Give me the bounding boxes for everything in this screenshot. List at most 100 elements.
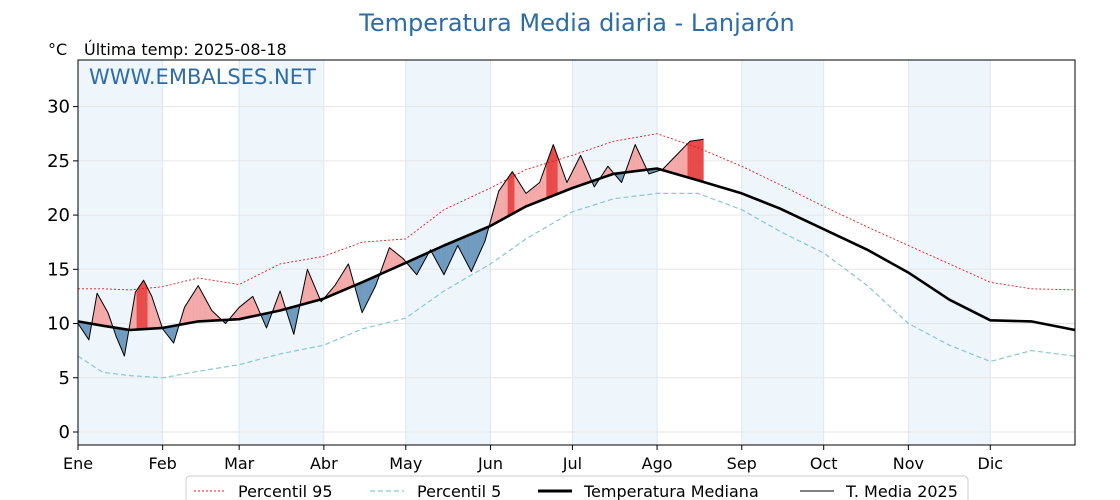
above-median-fill xyxy=(96,292,100,326)
above-median-fill xyxy=(687,140,691,179)
above-median-fill xyxy=(673,155,677,175)
chart-title: Temperatura Media diaria - Lanjarón xyxy=(358,9,795,37)
above-median-fill xyxy=(193,288,197,323)
x-tick-label: Abr xyxy=(310,454,338,473)
above-median-fill xyxy=(528,189,531,206)
above-median-fill xyxy=(680,148,684,177)
above-median-fill xyxy=(191,292,194,323)
y-tick-label: 15 xyxy=(47,259,70,280)
above-median-fill xyxy=(195,285,199,322)
x-tick-label: Ene xyxy=(63,454,93,473)
legend-current-label: T. Media 2025 xyxy=(845,482,958,500)
above-median-fill xyxy=(198,285,201,322)
above-median-fill xyxy=(135,289,137,330)
above-median-fill xyxy=(391,249,395,270)
month-shade-band xyxy=(572,60,658,445)
series-line-p95 xyxy=(78,133,1076,291)
above-median-fill xyxy=(530,187,533,205)
above-median-fill xyxy=(685,143,688,178)
series-lines xyxy=(77,133,1076,379)
legend-p5-label: Percentil 5 xyxy=(417,482,501,500)
x-tick-label: Oct xyxy=(810,454,838,473)
above-median-fill xyxy=(139,283,141,330)
x-tick-label: Dic xyxy=(978,454,1004,473)
above-median-fill xyxy=(500,184,504,221)
month-shade-band xyxy=(908,60,991,445)
above-median-fill xyxy=(676,152,679,175)
y-axis-ticks: 0 5 10 15 20 25 30 xyxy=(47,97,78,443)
y-tick-label: 30 xyxy=(47,97,70,118)
above-median-fill xyxy=(498,187,502,222)
above-median-fill xyxy=(682,145,686,177)
month-shade-band xyxy=(239,60,324,445)
above-median-fill xyxy=(142,279,144,330)
above-median-fill xyxy=(509,171,513,216)
plot-frame xyxy=(77,59,1076,446)
above-median-fill xyxy=(248,297,251,318)
above-median-fill xyxy=(137,285,140,330)
above-median-fill xyxy=(550,144,554,197)
x-tick-label: Jun xyxy=(477,454,503,473)
month-shading xyxy=(78,60,991,445)
above-median-fill xyxy=(140,281,143,330)
y-tick-label: 5 xyxy=(59,368,70,389)
above-median-fill xyxy=(150,293,152,329)
x-tick-label: Feb xyxy=(149,454,177,473)
month-shade-band xyxy=(741,60,824,445)
above-median-fill xyxy=(525,191,529,207)
above-median-fill xyxy=(389,247,392,271)
grid xyxy=(77,60,1075,445)
above-median-fill xyxy=(701,139,704,183)
y-tick-label: 0 xyxy=(59,422,70,443)
last-temp-label: Última temp: 2025-08-18 xyxy=(84,40,287,59)
above-median-fill xyxy=(148,290,151,329)
below-median-fill xyxy=(468,233,472,272)
above-median-fill xyxy=(136,287,139,330)
y-tick-label: 10 xyxy=(47,314,70,335)
above-median-fill xyxy=(241,303,244,319)
above-median-fill xyxy=(393,250,397,269)
legend-box xyxy=(185,475,969,500)
x-axis-ticks: Ene Feb Mar Abr May Jun Jul Ago Sep Oct Nov Dic xyxy=(63,445,1003,473)
above-median-fill xyxy=(146,285,148,330)
x-tick-label: Ago xyxy=(642,454,673,473)
above-median-fill xyxy=(678,150,681,176)
above-median-fill xyxy=(245,299,249,318)
above-median-fill xyxy=(698,139,702,182)
above-median-fill xyxy=(696,139,700,181)
legend: Percentil 95 Percentil 5 Temperatura Med… xyxy=(185,475,969,500)
above-median-fill xyxy=(518,181,522,211)
below-median-fill xyxy=(466,234,470,268)
above-median-fill xyxy=(143,280,146,330)
above-median-fill xyxy=(144,282,147,330)
above-median-fill xyxy=(553,144,556,196)
above-median-fill xyxy=(548,150,552,198)
watermark-text: WWW.EMBALSES.NET xyxy=(89,65,316,89)
above-median-fill xyxy=(503,181,506,220)
x-tick-label: Mar xyxy=(224,454,255,473)
above-median-fill xyxy=(98,295,101,326)
above-median-fill xyxy=(689,140,693,179)
x-tick-label: Jul xyxy=(562,454,582,473)
legend-p95-label: Percentil 95 xyxy=(238,482,333,500)
series-line-median xyxy=(77,167,1076,332)
legend-median-label: Temperatura Mediana xyxy=(583,482,759,500)
y-tick-label: 25 xyxy=(47,151,70,172)
above-median-fill xyxy=(512,171,515,215)
y-tick-label: 20 xyxy=(47,205,70,226)
above-median-fill xyxy=(532,185,536,204)
above-median-fill xyxy=(200,289,203,322)
series-line-p5 xyxy=(77,192,1076,379)
above-median-fill xyxy=(534,184,538,204)
x-tick-label: May xyxy=(389,454,422,473)
above-median-fill xyxy=(537,182,540,203)
below-median-fill xyxy=(122,328,125,357)
above-median-fill xyxy=(147,288,150,330)
x-tick-label: Sep xyxy=(727,454,757,473)
month-shade-band xyxy=(78,60,163,445)
above-median-fill xyxy=(250,296,253,317)
above-median-fill xyxy=(514,174,518,213)
series-line-current xyxy=(77,138,704,357)
above-median-fill xyxy=(505,177,508,218)
